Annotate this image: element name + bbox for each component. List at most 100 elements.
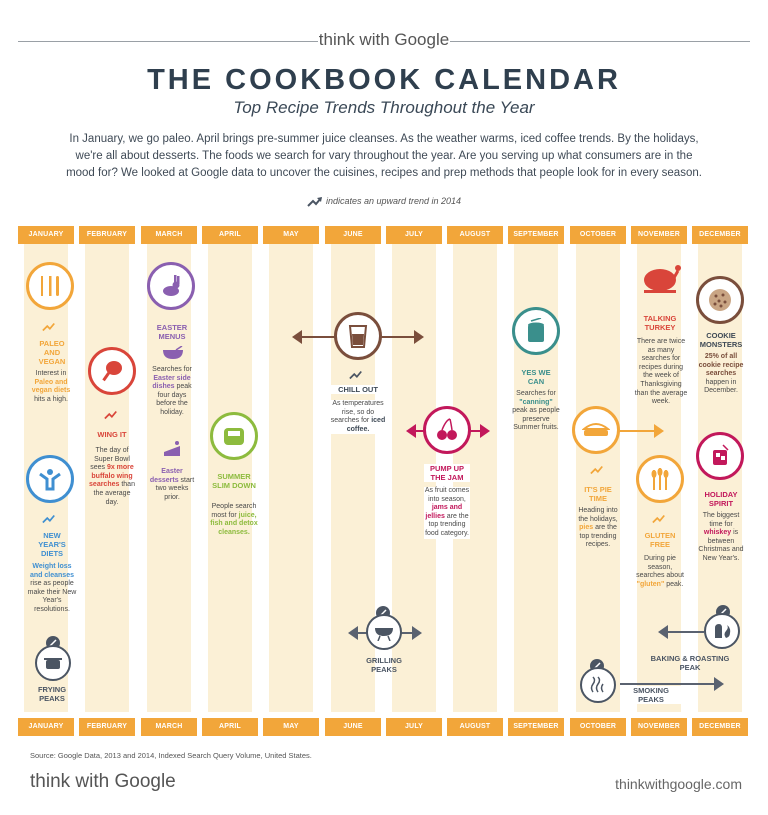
month-footer-july: JULY xyxy=(386,718,442,736)
pie-range-line xyxy=(600,430,656,432)
month-footer-september: SEPTEMBER xyxy=(508,718,564,736)
month-footer-june: JUNE xyxy=(325,718,381,736)
page-subtitle: Top Recipe Trends Throughout the Year xyxy=(233,98,535,117)
oven-mitt-icon xyxy=(704,613,740,649)
can-icon xyxy=(512,307,560,355)
trend-text-holiday: The biggest time for whiskey is between … xyxy=(698,512,744,562)
source-note: Source: Google Data, 2013 and 2014, Inde… xyxy=(30,751,312,760)
trend-title-jam: PUMP UP THE JAM xyxy=(424,464,470,482)
month-header-february: FEBRUARY xyxy=(79,226,135,244)
arrow-right-icon xyxy=(714,677,724,691)
trend-arrow-icon xyxy=(590,465,603,475)
chicken-drumstick-icon xyxy=(88,347,136,395)
peak-label-grilling: GRILLING PEAKS xyxy=(366,656,402,674)
arrow-left-icon xyxy=(406,424,416,438)
trend-title-cookie: COOKIE MONSTERS xyxy=(699,331,743,349)
smoking-range-line xyxy=(620,683,716,685)
trend-text-new-year: Weight loss and cleanses rise as people … xyxy=(27,563,77,613)
month-column-february xyxy=(85,226,129,712)
trend-title-pie: IT'S PIE TIME xyxy=(584,485,612,503)
month-header-august: AUGUST xyxy=(447,226,503,244)
bunny-icon xyxy=(147,262,195,310)
month-footer-december: DECEMBER xyxy=(692,718,748,736)
cherries-icon xyxy=(423,406,471,454)
month-column-may xyxy=(269,226,313,712)
trend-text-cookie: 25% of all cookie recipe searches happen… xyxy=(698,353,744,395)
trend-text-turkey: There are twice as many searches for rec… xyxy=(634,338,688,406)
trend-text-jam: As fruit comes into season, jams and jel… xyxy=(424,487,470,539)
month-footer-august: AUGUST xyxy=(447,718,503,736)
arrow-right-icon xyxy=(414,330,424,344)
cocktail-glass-icon xyxy=(696,432,744,480)
month-header-november: NOVEMBER xyxy=(631,226,687,244)
trend-text-easter-desserts: Easter desserts start two weeks prior. xyxy=(149,468,195,501)
peak-label-frying: FRYING PEAKS xyxy=(37,685,67,703)
trend-title-wing: WING IT xyxy=(97,430,127,439)
trend-text-gluten: During pie season, searches about "glute… xyxy=(636,555,684,588)
header-rule-left xyxy=(18,41,318,42)
trend-arrow-icon xyxy=(42,514,55,524)
page-title: THE COOKBOOK CALENDAR xyxy=(147,64,621,96)
month-header-july: JULY xyxy=(386,226,442,244)
soup-bowl-icon xyxy=(162,345,184,365)
smoke-icon xyxy=(580,667,616,703)
month-column-october xyxy=(576,226,620,712)
trend-arrow-icon xyxy=(349,370,362,380)
month-footer-april: APRIL xyxy=(202,718,258,736)
brand-logo-top: think with Google xyxy=(318,30,450,49)
trend-title-canning: YES WE CAN xyxy=(521,368,551,386)
month-footer-may: MAY xyxy=(263,718,319,736)
wheat-icon xyxy=(636,455,684,503)
trend-text-pie: Heading into the holidays, pies are the … xyxy=(578,507,618,549)
arrow-left-icon xyxy=(658,625,668,639)
trend-title-easter-menus: EASTER MENUS xyxy=(156,323,188,341)
month-footer-march: MARCH xyxy=(141,718,197,736)
intro-text: In January, we go paleo. April brings pr… xyxy=(66,133,702,179)
month-column-april xyxy=(208,226,252,712)
trend-arrow-icon xyxy=(307,196,322,207)
person-arms-up-icon xyxy=(26,455,74,503)
month-header-march: MARCH xyxy=(141,226,197,244)
trend-title-holiday: HOLIDAY SPIRIT xyxy=(704,490,738,508)
arrow-left-icon xyxy=(292,330,302,344)
trend-title-new-year: NEW YEAR'S DIETS xyxy=(38,531,66,558)
turkey-icon xyxy=(640,262,684,299)
trend-legend: indicates an upward trend in 2014 xyxy=(0,196,768,207)
peak-label-smoking: SMOKING PEAKS xyxy=(620,686,682,704)
arrow-right-icon xyxy=(480,424,490,438)
month-header-october: OCTOBER xyxy=(570,226,626,244)
trend-arrow-icon xyxy=(42,322,55,332)
trend-title-slim: SUMMER SLIM DOWN xyxy=(212,472,256,490)
trend-text-chill: As temperatures rise, so do searches for… xyxy=(330,400,386,435)
month-footer-november: NOVEMBER xyxy=(631,718,687,736)
arrow-left-icon xyxy=(348,626,358,640)
peak-label-baking: BAKING & ROASTING PEAK xyxy=(650,654,730,672)
cake-slice-icon xyxy=(162,440,182,463)
trend-text-canning: Searches for "canning" peak as people pr… xyxy=(512,390,560,432)
trend-title-paleo: PALEO AND VEGAN xyxy=(38,339,66,366)
arrow-right-icon xyxy=(412,626,422,640)
trend-title-chill: CHILL OUT xyxy=(330,385,386,394)
trend-text-slim: People search most for juice, fish and d… xyxy=(210,503,258,536)
utensils-icon xyxy=(26,262,74,310)
fryer-icon xyxy=(35,645,71,681)
iced-coffee-glass-icon xyxy=(334,312,382,360)
month-header-april: APRIL xyxy=(202,226,258,244)
trend-text-easter-menus: Searches for Easter side dishes peak fou… xyxy=(152,366,192,416)
site-url[interactable]: thinkwithgoogle.com xyxy=(615,776,742,792)
trend-arrow-icon xyxy=(104,410,117,420)
month-footer-january: JANUARY xyxy=(18,718,74,736)
month-footer-october: OCTOBER xyxy=(570,718,626,736)
month-header-may: MAY xyxy=(263,226,319,244)
month-column-september xyxy=(514,226,558,712)
month-header-june: JUNE xyxy=(325,226,381,244)
scale-icon xyxy=(210,412,258,460)
brand-logo-bottom: think with Google xyxy=(30,771,176,792)
cookie-icon xyxy=(696,276,744,324)
arrow-right-icon xyxy=(654,424,664,438)
trend-text-paleo: Interest in Paleo and vegan diets hits a… xyxy=(31,370,71,403)
baking-range-line xyxy=(664,631,704,633)
month-header-september: SEPTEMBER xyxy=(508,226,564,244)
grill-icon xyxy=(366,614,402,650)
header-rule-right xyxy=(450,41,750,42)
